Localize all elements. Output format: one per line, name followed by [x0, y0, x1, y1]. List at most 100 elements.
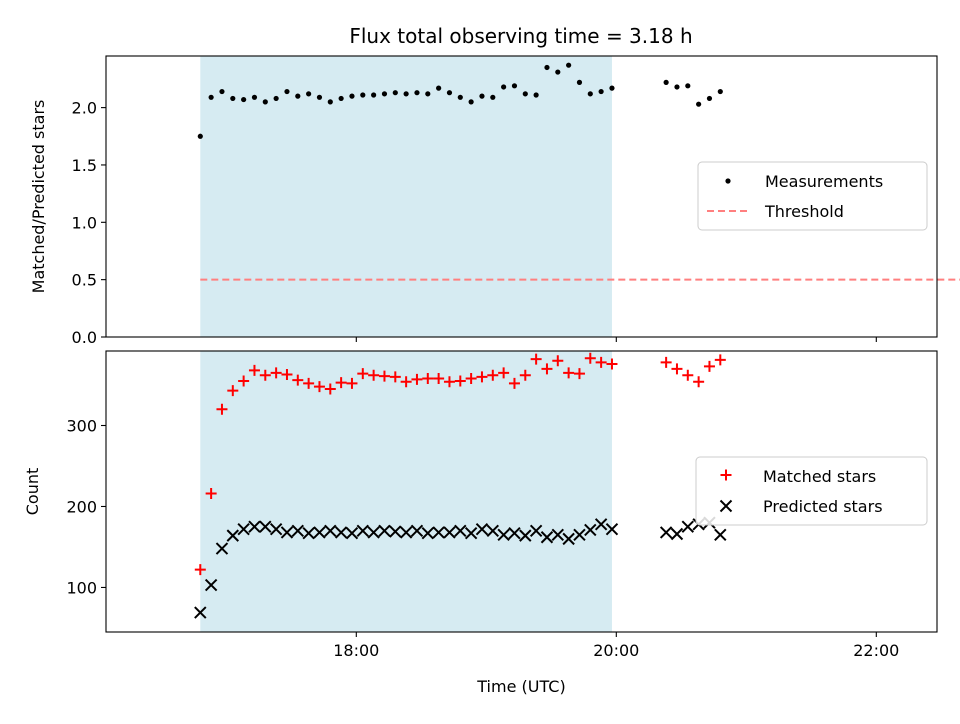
legend-marker-measurements [725, 178, 731, 184]
axes-frame-bottom [105, 350, 938, 633]
predicted-star-point [378, 524, 391, 537]
legend-label-predicted: Predicted stars [763, 497, 883, 516]
predicted-star-point [670, 527, 684, 541]
measurement-point [371, 92, 377, 98]
matched-star-point [248, 364, 260, 376]
predicted-star-point [410, 524, 424, 537]
matched-star-point [400, 376, 412, 388]
measurement-point [414, 90, 420, 96]
matched-star-point [487, 369, 499, 381]
measurement-point [425, 91, 431, 97]
measurement-point [674, 84, 680, 90]
matched-star-point [443, 376, 455, 388]
measurement-point [717, 88, 723, 95]
legend-bottom: Matched stars Predicted stars [695, 456, 928, 526]
matched-star-point [714, 354, 726, 366]
matched-star-point [281, 368, 293, 380]
measurement-point [230, 95, 236, 102]
matched-star-point [519, 369, 531, 381]
measurement-point [446, 90, 453, 96]
legend-marker-predicted [719, 499, 733, 513]
predicted-star-point [659, 526, 673, 539]
predicted-star-point [215, 542, 229, 555]
predicted-star-point [204, 578, 218, 592]
predicted-star-point [540, 531, 554, 544]
measurement-point [273, 95, 279, 102]
measurement-point [316, 94, 323, 100]
y-tick-label: 1.0 [72, 213, 97, 232]
measurement-point [338, 95, 344, 102]
axes-frame-top [105, 55, 938, 338]
matched-star-point [238, 375, 250, 387]
measurement-point [598, 88, 604, 95]
x-tick-label: 22:00 [853, 641, 899, 660]
matched-star-point [693, 376, 705, 388]
matched-star-point [573, 368, 585, 380]
predicted-star-point [497, 528, 510, 542]
measurement-point [490, 94, 496, 100]
matched-star-point [671, 363, 683, 375]
predicted-star-point [529, 524, 543, 537]
x-tick-label: 20:00 [593, 641, 639, 660]
predicted-star-point [302, 526, 315, 540]
measurement-point [284, 88, 290, 95]
matched-star-point [508, 377, 520, 389]
measurement-point [468, 99, 474, 105]
predicted-star-point [259, 520, 272, 533]
y-tick-label: 100 [66, 578, 97, 597]
shaded-interval [200, 351, 612, 632]
measurement-point [576, 79, 583, 85]
predicted-star-point [291, 524, 305, 537]
measurement-point [696, 101, 702, 107]
predicted-star-point [226, 529, 240, 542]
measurement-point [436, 85, 442, 91]
predicted-star-point [269, 522, 283, 536]
matched-star-point [703, 360, 715, 372]
predicted-star-point [573, 528, 586, 542]
predicted-star-point [443, 526, 456, 539]
matched-star-point [313, 381, 325, 393]
measurement-point [533, 92, 539, 98]
matched-star-point [530, 353, 542, 365]
matched-star-point [552, 355, 564, 367]
y-tick-label: 300 [66, 417, 97, 436]
y-tick-label: 0.5 [72, 271, 97, 290]
matched-star-point [346, 377, 358, 389]
predicted-star-point [681, 520, 695, 533]
measurement-point [327, 99, 333, 105]
predicted-star-point [475, 522, 489, 536]
measurement-point [522, 91, 528, 97]
y-tick-label: 200 [66, 497, 97, 516]
predicted-star-point [421, 526, 435, 540]
y-axis-label: Count [23, 468, 42, 516]
legend-label-matched: Matched stars [763, 467, 876, 486]
measurement-point [349, 93, 355, 99]
predicted-star-point [367, 526, 380, 539]
predicted-star-point [551, 528, 565, 542]
predicted-star-point [389, 525, 402, 538]
measurement-point [219, 88, 225, 95]
predicted-star-point [594, 518, 608, 531]
measurement-point [381, 91, 388, 97]
y-tick-label: 0.0 [72, 328, 97, 347]
predicted-star-point [280, 526, 294, 539]
y-tick-label: 2.0 [72, 99, 97, 118]
measurement-point [197, 133, 203, 139]
matched-star-point [411, 373, 423, 385]
matched-star-point [270, 367, 282, 379]
measurement-point [511, 83, 518, 89]
predicted-star-point [432, 526, 445, 539]
matched-star-point [454, 375, 466, 387]
predicted-star-point [324, 524, 337, 537]
matched-star-point [682, 369, 694, 381]
matched-star-point [303, 377, 315, 389]
measurement-point [306, 91, 312, 97]
legend-top: Measurements Threshold [697, 161, 928, 231]
matched-star-point [498, 367, 510, 379]
matched-star-point [465, 373, 477, 385]
matched-star-point [205, 488, 217, 500]
predicted-star-point [584, 523, 597, 537]
measurement-point [609, 85, 615, 91]
predicted-star-point [334, 526, 348, 539]
